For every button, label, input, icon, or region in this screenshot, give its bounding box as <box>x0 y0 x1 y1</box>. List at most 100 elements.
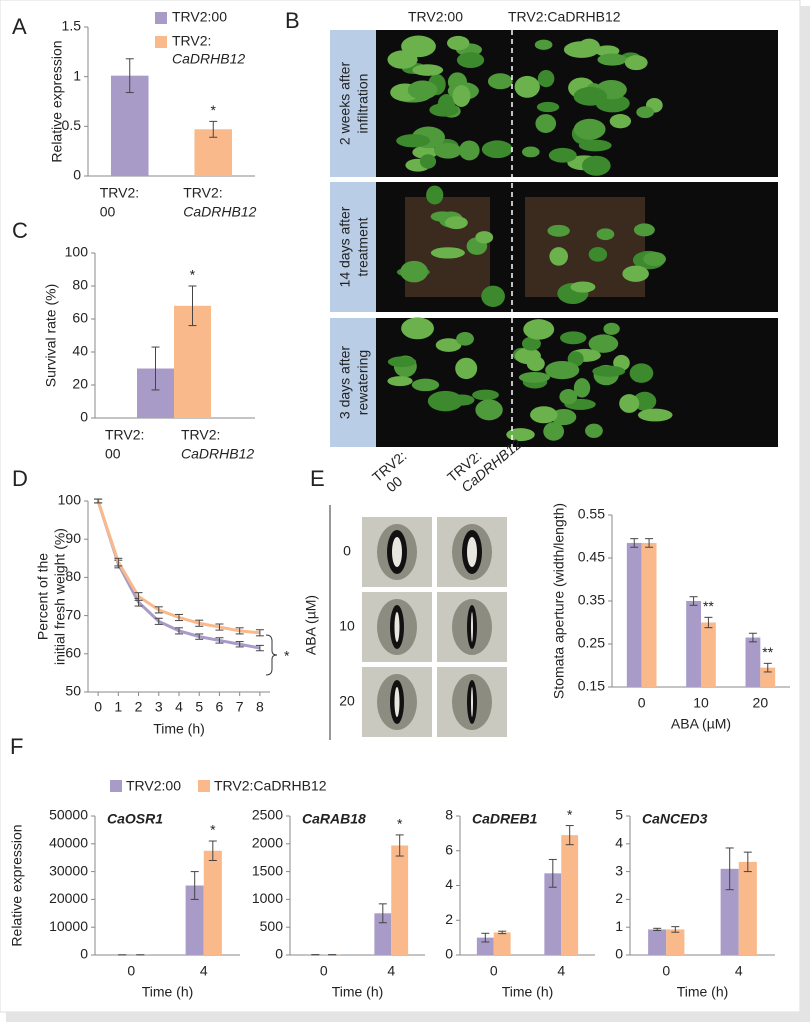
x-tick-label: 4 <box>175 699 183 715</box>
leaf <box>434 143 462 159</box>
row-label: 20 <box>339 693 355 709</box>
y-tick-label: 20000 <box>49 890 88 906</box>
chart-title: CaRAB18 <box>302 811 366 827</box>
x-tick-label: 0 <box>638 695 646 711</box>
leaf <box>582 156 611 176</box>
leaf <box>585 424 603 438</box>
panel-label: A <box>12 14 27 39</box>
row-label: rewatering <box>355 350 371 415</box>
pore-center <box>471 612 473 642</box>
leaf <box>547 225 569 237</box>
x-tick-label: 4 <box>200 963 208 979</box>
x-tick-label: 0 <box>94 699 102 715</box>
x-tick-label: 0 <box>662 963 670 979</box>
leaf <box>401 317 434 339</box>
bar <box>561 835 578 955</box>
leaf <box>475 231 493 244</box>
row-label: 0 <box>343 543 351 559</box>
leaf <box>408 81 438 100</box>
significance-marker: * <box>190 267 196 283</box>
significance-marker: * <box>397 816 403 832</box>
legend-swatch <box>198 780 210 792</box>
bar <box>739 862 757 955</box>
leaf <box>535 114 556 133</box>
x-tick-label: CaDRHB12 <box>183 204 256 220</box>
y-tick-label: 40 <box>72 343 88 359</box>
pore-center <box>395 612 400 642</box>
leaf <box>456 332 474 346</box>
x-axis-label: Time (h) <box>332 984 384 1000</box>
x-tick-label: CaDRHB12 <box>181 446 254 462</box>
y-tick-label: 60 <box>72 310 88 326</box>
leaf <box>571 282 596 293</box>
bar <box>746 638 761 687</box>
leaf <box>597 54 627 66</box>
legend-label: TRV2:00 <box>126 778 181 794</box>
x-axis-label: Time (h) <box>677 984 729 1000</box>
y-tick-label: 2500 <box>252 807 283 823</box>
leaf <box>428 391 463 411</box>
leaf <box>431 247 465 258</box>
x-axis-label: ABA (µM) <box>671 716 731 732</box>
y-tick-label: 4 <box>445 876 453 892</box>
bar <box>391 845 408 955</box>
x-tick-label: TRV2: <box>183 185 222 201</box>
bar <box>642 543 657 687</box>
y-tick-label: 20 <box>72 376 88 392</box>
leaf <box>447 36 469 50</box>
y-tick-label: 0 <box>445 946 453 962</box>
y-tick-label: 0.35 <box>578 592 605 608</box>
bar <box>627 543 642 687</box>
x-tick-label: 5 <box>195 699 203 715</box>
leaf <box>523 319 554 339</box>
bar <box>204 851 222 955</box>
leaf <box>638 409 673 422</box>
pore-center <box>467 537 477 567</box>
leaf <box>592 366 625 377</box>
panel-label: D <box>12 466 28 491</box>
pore-center <box>471 687 473 717</box>
x-tick-label: 00 <box>105 446 121 462</box>
x-tick-label: 3 <box>155 699 163 715</box>
leaf <box>574 119 606 140</box>
x-tick-label: 6 <box>216 699 224 715</box>
x-tick-label: 20 <box>753 695 769 711</box>
y-tick-label: 0 <box>80 946 88 962</box>
y-axis-label: Relative expression <box>49 40 65 162</box>
y-tick-label: 0.45 <box>578 549 605 565</box>
y-tick-label: 2 <box>445 911 453 927</box>
significance-marker: ** <box>703 598 714 614</box>
panel-label: F <box>10 734 23 759</box>
leaf <box>636 106 654 118</box>
leaf <box>459 140 480 160</box>
leaf <box>527 356 545 371</box>
x-tick-label: 4 <box>557 963 565 979</box>
y-axis-label: Relative expression <box>9 824 25 946</box>
leaf <box>549 247 568 266</box>
leaf <box>472 390 499 401</box>
x-tick-label: 4 <box>387 963 395 979</box>
row-label: treatment <box>355 217 371 276</box>
y-tick-label: 90 <box>65 530 81 546</box>
legend-label: TRV2: <box>172 33 211 49</box>
x-tick-label: TRV2: <box>181 427 220 443</box>
row-title: ABA (µM) <box>303 595 319 655</box>
shadow <box>800 6 810 1022</box>
y-tick-label: 70 <box>65 606 81 622</box>
y-axis-label: Survival rate (%) <box>43 284 59 387</box>
leaf <box>603 323 619 335</box>
leaf <box>388 356 416 367</box>
column-label: TRV2:CaDRHB12 <box>508 9 621 25</box>
bar <box>494 932 511 955</box>
y-tick-label: 8 <box>445 807 453 823</box>
y-tick-label: 0.15 <box>578 678 605 694</box>
legend-label: TRV2:00 <box>172 9 227 25</box>
y-tick-label: 80 <box>65 568 81 584</box>
row-label: 2 weeks after <box>337 62 353 146</box>
leaf <box>515 76 540 98</box>
bar <box>666 929 684 955</box>
leaf <box>535 40 553 50</box>
leaf <box>559 389 577 404</box>
leaf <box>545 361 579 379</box>
